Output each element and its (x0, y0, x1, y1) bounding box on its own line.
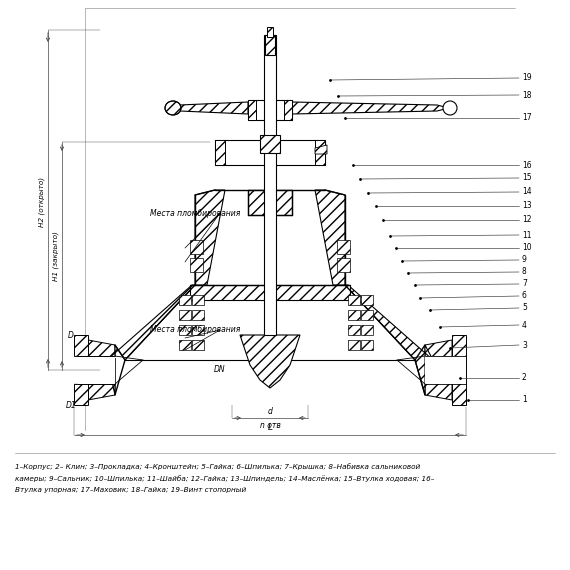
Polygon shape (248, 100, 256, 120)
Text: 1–Корпус; 2– Клин; 3–Прокладка; 4–Кронштейн; 5–Гайка; 6–Шпилька; 7–Крышка; 8–Наб: 1–Корпус; 2– Клин; 3–Прокладка; 4–Кроншт… (15, 463, 420, 470)
Polygon shape (115, 285, 209, 360)
Text: 12: 12 (522, 215, 531, 225)
Text: 2: 2 (522, 373, 527, 382)
Polygon shape (315, 145, 327, 154)
Polygon shape (292, 102, 445, 114)
Polygon shape (345, 285, 433, 395)
Text: DN: DN (214, 365, 226, 374)
Polygon shape (348, 325, 360, 335)
Text: Втулка упорная; 17–Маховик; 18–Гайка; 19–Винт стопорный: Втулка упорная; 17–Маховик; 18–Гайка; 19… (15, 487, 246, 493)
Text: 19: 19 (522, 74, 532, 83)
Polygon shape (284, 100, 292, 120)
Text: D: D (68, 331, 74, 340)
Text: 9: 9 (522, 255, 527, 264)
Polygon shape (74, 335, 88, 405)
Polygon shape (74, 356, 115, 384)
Polygon shape (179, 325, 191, 335)
Polygon shape (248, 100, 292, 120)
Text: Н1 (закрыто): Н1 (закрыто) (53, 231, 59, 281)
Text: 16: 16 (522, 161, 532, 169)
Polygon shape (179, 310, 191, 320)
Polygon shape (192, 310, 204, 320)
Polygon shape (180, 102, 248, 114)
Polygon shape (348, 310, 360, 320)
Polygon shape (425, 356, 466, 384)
Text: 7: 7 (522, 279, 527, 288)
Polygon shape (315, 190, 345, 285)
Text: Места пломбирования: Места пломбирования (150, 209, 241, 218)
Bar (264, 35, 276, 335)
Text: L: L (267, 424, 272, 433)
Text: 10: 10 (522, 243, 532, 253)
Text: Места пломбирования: Места пломбирования (150, 325, 241, 335)
Polygon shape (361, 310, 373, 320)
Polygon shape (425, 340, 452, 400)
Text: 5: 5 (522, 303, 527, 312)
Polygon shape (88, 340, 115, 400)
Text: 1: 1 (522, 396, 527, 405)
Polygon shape (192, 295, 204, 305)
Text: 3: 3 (522, 340, 527, 349)
Polygon shape (248, 190, 292, 215)
Text: n отв: n отв (259, 421, 280, 430)
Polygon shape (179, 295, 191, 305)
Polygon shape (192, 325, 204, 335)
Bar (260, 135, 280, 153)
Polygon shape (361, 325, 373, 335)
Text: 4: 4 (522, 320, 527, 329)
Text: 17: 17 (522, 113, 532, 123)
Ellipse shape (443, 101, 457, 115)
Text: 18: 18 (522, 91, 531, 100)
Polygon shape (192, 340, 204, 350)
Ellipse shape (165, 101, 181, 115)
Bar (265, 35, 275, 55)
Polygon shape (190, 285, 350, 300)
Polygon shape (195, 190, 225, 285)
Polygon shape (315, 140, 325, 165)
Polygon shape (190, 240, 203, 254)
Text: 11: 11 (522, 230, 531, 239)
Text: 13: 13 (522, 202, 532, 210)
Polygon shape (361, 295, 373, 305)
Text: 6: 6 (522, 291, 527, 300)
Polygon shape (337, 258, 350, 272)
Polygon shape (179, 340, 191, 350)
Text: камеры; 9–Сальник; 10–Шпилька; 11–Шайба; 12–Гайка; 13–Шпиндель; 14–Маслёнка; 15–: камеры; 9–Сальник; 10–Шпилька; 11–Шайба;… (15, 475, 434, 482)
Polygon shape (107, 285, 195, 395)
Text: D1: D1 (66, 401, 76, 409)
Polygon shape (348, 340, 360, 350)
Text: d: d (267, 408, 272, 417)
Polygon shape (337, 240, 350, 254)
Text: 8: 8 (522, 267, 527, 276)
Polygon shape (361, 340, 373, 350)
Text: 15: 15 (522, 173, 532, 182)
Polygon shape (215, 285, 425, 360)
Polygon shape (240, 335, 300, 388)
Bar (267, 27, 273, 37)
Polygon shape (215, 140, 325, 165)
Text: Н2 (открыто): Н2 (открыто) (39, 177, 45, 227)
Polygon shape (215, 140, 225, 165)
Polygon shape (190, 258, 203, 272)
Text: 14: 14 (522, 188, 532, 197)
Polygon shape (348, 295, 360, 305)
Polygon shape (452, 335, 466, 405)
